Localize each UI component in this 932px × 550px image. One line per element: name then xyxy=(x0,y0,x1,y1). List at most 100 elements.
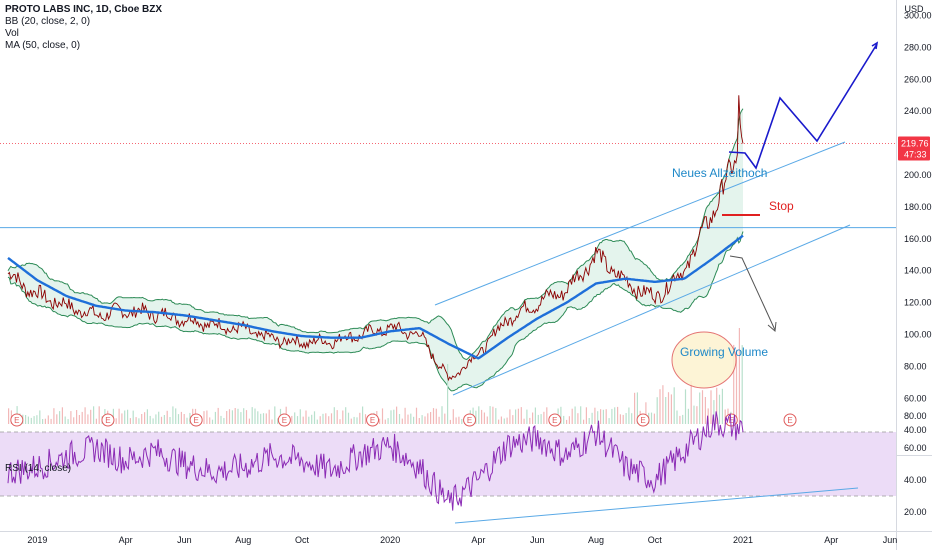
price-tick-label: 40.00 xyxy=(904,425,927,435)
projection-arrow-head xyxy=(871,41,879,50)
new-high-label: Neues Allzeithoch xyxy=(672,166,767,180)
rsi-series xyxy=(0,411,896,524)
volume-bar xyxy=(645,402,647,424)
volume-bar xyxy=(636,392,638,424)
time-tick-label: Jun xyxy=(177,535,192,545)
volume-bar xyxy=(95,418,97,424)
bollinger-bands xyxy=(7,108,744,392)
projection-drawings xyxy=(671,41,879,389)
volume-bar xyxy=(625,413,627,424)
legend-bollinger[interactable]: BB (20, close, 2, 0) xyxy=(5,16,91,27)
earnings-marker-label: E xyxy=(467,416,472,425)
volume-bar xyxy=(430,412,432,424)
volume-bar xyxy=(319,416,321,424)
volume-bar xyxy=(183,414,185,424)
volume-bar xyxy=(339,419,341,424)
volume-bar xyxy=(396,406,398,424)
volume-bar xyxy=(27,416,29,424)
volume-bar xyxy=(398,414,401,424)
volume-bar xyxy=(452,409,454,424)
volume-bar xyxy=(580,406,582,424)
volume-bar xyxy=(546,407,548,424)
volume-bar xyxy=(209,417,211,424)
volume-bar xyxy=(25,415,27,424)
volume-bar xyxy=(390,410,392,424)
volume-bar xyxy=(141,414,143,424)
volume-bar xyxy=(322,413,324,424)
volume-bar xyxy=(684,389,687,424)
price-tick-label: 200.00 xyxy=(904,170,932,180)
time-tick-label: Apr xyxy=(824,535,838,545)
volume-bar xyxy=(393,409,395,424)
trend-channel xyxy=(434,141,851,396)
volume-bar xyxy=(529,417,531,424)
volume-bar xyxy=(653,413,655,424)
rsi-legend[interactable]: RSI (14, close) xyxy=(5,463,72,474)
volume-bar xyxy=(274,406,276,424)
time-tick-label: Apr xyxy=(471,535,485,545)
volume-bar xyxy=(665,397,667,424)
volume-bar xyxy=(449,419,451,424)
volume-highlight-circle xyxy=(671,331,737,389)
price-tick-label: 120.00 xyxy=(904,298,932,308)
volume-bar xyxy=(254,408,256,424)
earnings-marker-label: E xyxy=(729,416,734,425)
earnings-marker xyxy=(277,413,291,427)
volume-bar xyxy=(619,414,621,424)
volume-bar xyxy=(424,416,426,424)
volume-bar xyxy=(687,408,689,424)
volume-bar xyxy=(73,417,75,424)
volume-bar xyxy=(353,416,355,424)
volume-bar xyxy=(404,407,406,424)
volume-bar xyxy=(568,416,570,424)
volume-bar xyxy=(347,412,350,424)
volume-bar xyxy=(308,416,310,424)
earnings-marker xyxy=(783,413,797,427)
volume-bar xyxy=(585,407,587,424)
legend-volume[interactable]: Vol xyxy=(5,28,19,39)
channel-lower xyxy=(452,224,851,396)
chart-legend: PROTO LABS INC, 1D, Cboe BZX BB (20, clo… xyxy=(5,4,162,52)
time-tick-label: 2021 xyxy=(733,535,753,545)
volume-bar xyxy=(676,410,678,424)
price-tick-label: 60.00 xyxy=(904,393,927,403)
volume-bar xyxy=(124,410,126,424)
earnings-marker-label: E xyxy=(14,416,19,425)
volume-bar xyxy=(532,412,534,424)
volume-bar xyxy=(180,411,182,424)
volume-bar xyxy=(169,417,171,424)
volume-bar xyxy=(526,409,528,424)
earnings-marker xyxy=(189,413,203,427)
volume-bar xyxy=(342,410,344,424)
volume-bar xyxy=(427,413,429,424)
volume-bar xyxy=(226,411,228,424)
volume-bar xyxy=(486,416,488,424)
volume-bar xyxy=(158,411,160,424)
volume-bar xyxy=(138,418,140,424)
volume-bar xyxy=(492,406,494,424)
volume-bar xyxy=(432,408,435,424)
volume-bar xyxy=(87,414,89,424)
volume-bar xyxy=(166,410,168,424)
volume-bar xyxy=(90,409,92,424)
volume-bar xyxy=(44,418,46,424)
volume-bar xyxy=(129,418,131,424)
volume-bar xyxy=(602,409,604,424)
volume-bar xyxy=(517,408,519,424)
earnings-marker-label: E xyxy=(282,416,287,425)
earnings-marker-label: E xyxy=(105,416,110,425)
volume-bar xyxy=(512,415,514,424)
price-axis-currency: USD xyxy=(904,4,924,14)
annotation-texts: Neues Allzeithoch Stop Growing Volume xyxy=(672,166,794,359)
volume-bar xyxy=(231,410,233,424)
volume-bar xyxy=(583,419,585,424)
volume-bar xyxy=(112,408,114,424)
volume-bar xyxy=(605,409,607,424)
volume-bar xyxy=(53,408,55,424)
legend-ma[interactable]: MA (50, close, 0) xyxy=(5,40,81,51)
volume-bar xyxy=(458,416,460,424)
symbol-title[interactable]: PROTO LABS INC, 1D, Cboe BZX xyxy=(5,4,163,15)
volume-bar xyxy=(257,411,259,424)
volume-bar xyxy=(47,415,49,424)
